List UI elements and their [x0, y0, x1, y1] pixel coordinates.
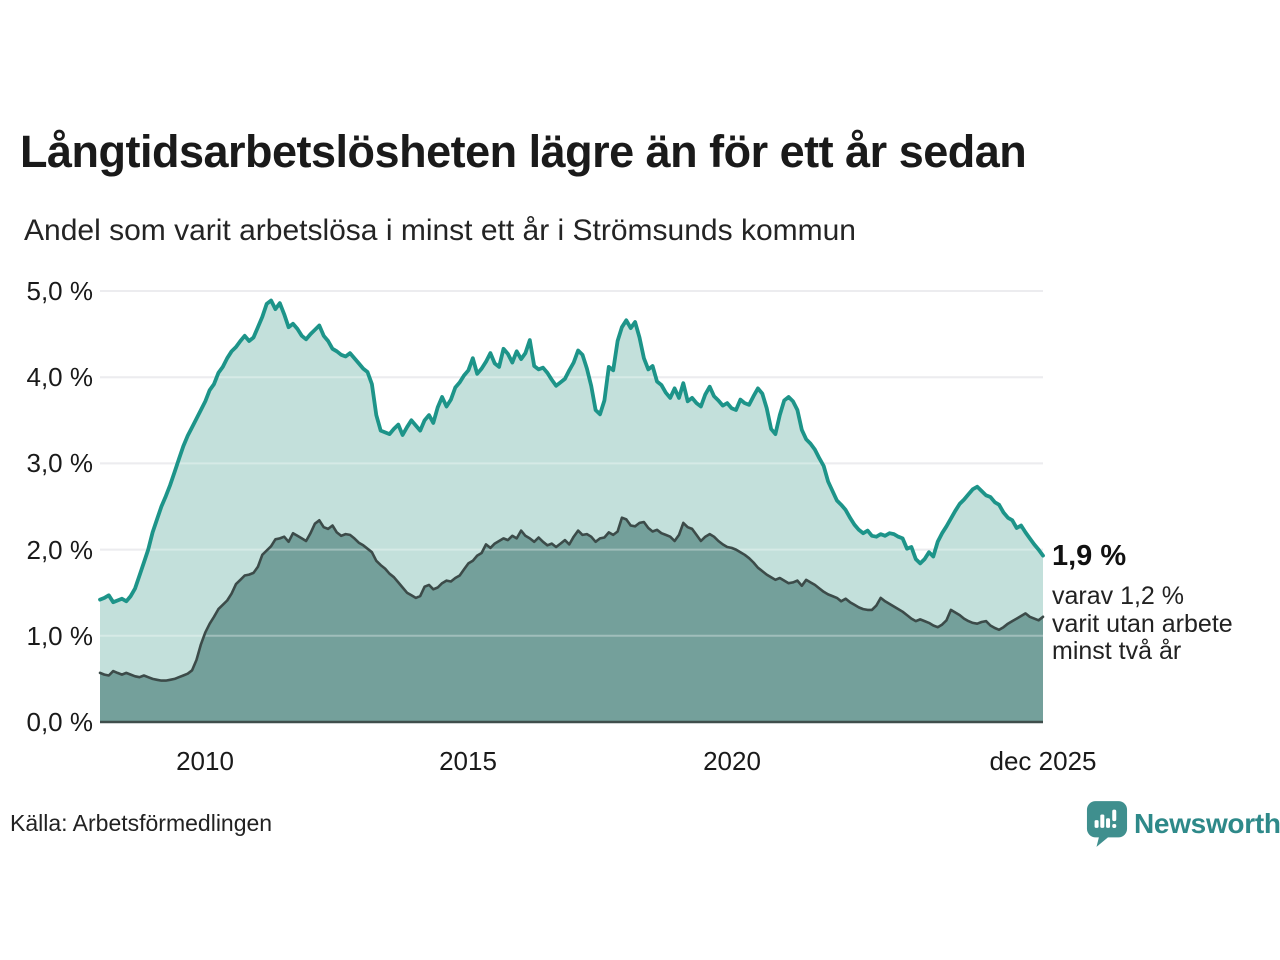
y-tick-label: 3,0 %: [26, 448, 94, 478]
y-tick-label: 1,0 %: [26, 621, 94, 651]
annotation-line: varav 1,2 %: [1052, 582, 1185, 610]
y-tick-label: 4,0 %: [26, 362, 94, 392]
newsworthy-wordmark: Newsworthy: [1134, 808, 1280, 839]
x-tick-label: 2015: [439, 746, 497, 776]
annotation-line: minst två år: [1052, 637, 1182, 665]
x-tick-label: 2020: [703, 746, 761, 776]
annotation-line: varit utan arbete: [1052, 609, 1233, 638]
chart-subtitle: Andel som varit arbetslösa i minst ett å…: [24, 214, 856, 247]
y-tick-label: 2,0 %: [26, 535, 94, 565]
y-tick-label: 5,0 %: [26, 276, 94, 306]
series-line-1: [98, 516, 1045, 682]
newsworthy-logo: Newsworthy: [1086, 800, 1280, 848]
series-line-0: [98, 298, 1045, 605]
latest-value-label: 1,9 %: [1052, 540, 1127, 572]
x-tick-label: 2010: [176, 746, 234, 776]
y-tick-label: 0,0 %: [26, 707, 94, 737]
source-credit: Källa: Arbetsförmedlingen: [10, 810, 273, 836]
newsworthy-bar-chart-bubble-icon: [1086, 801, 1128, 847]
chart-title: Långtidsarbetslösheten lägre än för ett …: [20, 126, 1027, 177]
latest-value-annotation: 1,9 % varav 1,2 % varit utan arbete mins…: [1052, 539, 1267, 666]
area-fill-1: [100, 517, 1043, 722]
x-tick-label: dec 2025: [989, 746, 1097, 776]
